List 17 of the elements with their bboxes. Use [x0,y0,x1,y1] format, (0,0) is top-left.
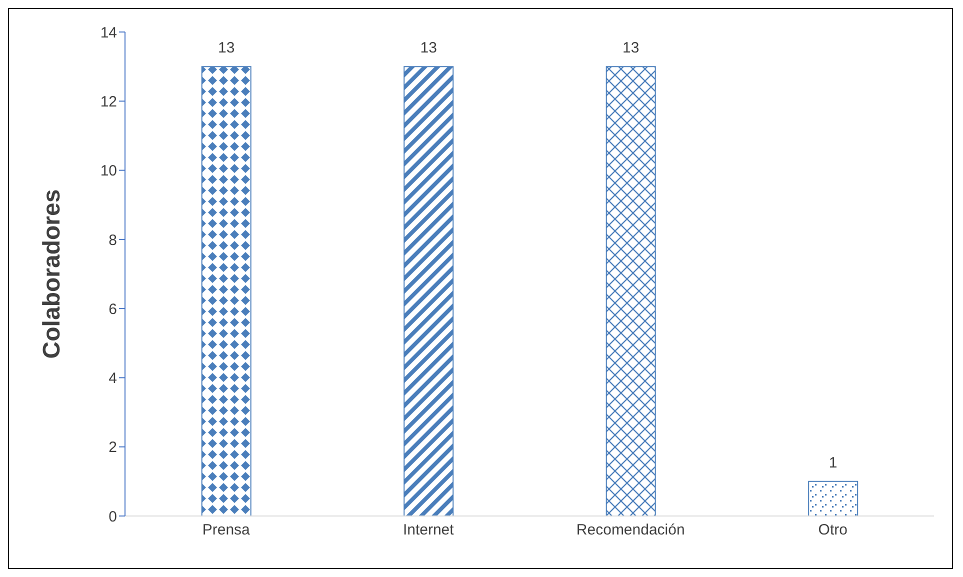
data-label: 13 [218,40,235,57]
x-tick-label: Internet [402,522,455,539]
x-tick-label: Otro [818,522,848,539]
y-axis-title: Colaboradores [38,189,66,359]
y-tick-label: 6 [108,300,117,318]
y-tick-label: 12 [100,93,117,110]
y-tick-label: 10 [100,162,117,180]
y-tick-label: 2 [108,439,117,456]
data-label: 13 [420,40,437,57]
data-label: 1 [828,454,838,472]
data-label: 13 [622,40,640,57]
x-tick-label: Recomendación [576,522,685,539]
y-tick-label: 4 [108,370,117,388]
y-tick-label: 0 [108,508,117,526]
y-tick-label: 14 [100,24,117,42]
x-tick-label: Prensa [202,522,251,539]
y-tick-label: 8 [108,232,117,249]
